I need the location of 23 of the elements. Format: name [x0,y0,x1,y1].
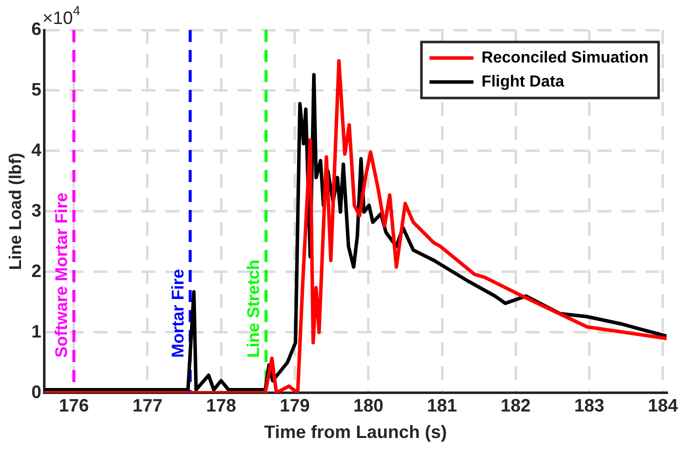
y-tick-label: 2 [31,260,42,281]
x-tick-label: 179 [280,396,310,416]
x-tick-label: 181 [426,396,458,416]
ref-line-label: Software Mortar Fire [52,192,72,358]
ref-line-label: Line Stretch [244,260,264,358]
y-tick-label: 5 [31,79,42,100]
y-tick-label: 3 [31,200,42,220]
y-tick-label: 4 [31,140,42,160]
ref-line-label: Mortar Fire [168,269,188,358]
x-tick-label: 180 [353,396,384,416]
x-axis-title: Time from Launch (s) [264,422,447,442]
x-tick-label: 177 [132,396,163,416]
legend-label: Flight Data [481,73,564,90]
x-tick-label: 178 [206,396,236,416]
y-tick-label: 0 [31,382,42,402]
y-tick-label: 1 [31,321,42,342]
y-axis-title: Line Load (lbf) [6,152,25,270]
x-tick-label: 176 [58,396,89,416]
x-tick-label: 182 [500,396,531,416]
y-tick-label: 6 [31,18,42,39]
x-tick-label: 183 [574,396,604,416]
legend-label: Reconciled Simuation [481,49,649,66]
x-tick-label: 184 [648,396,678,416]
